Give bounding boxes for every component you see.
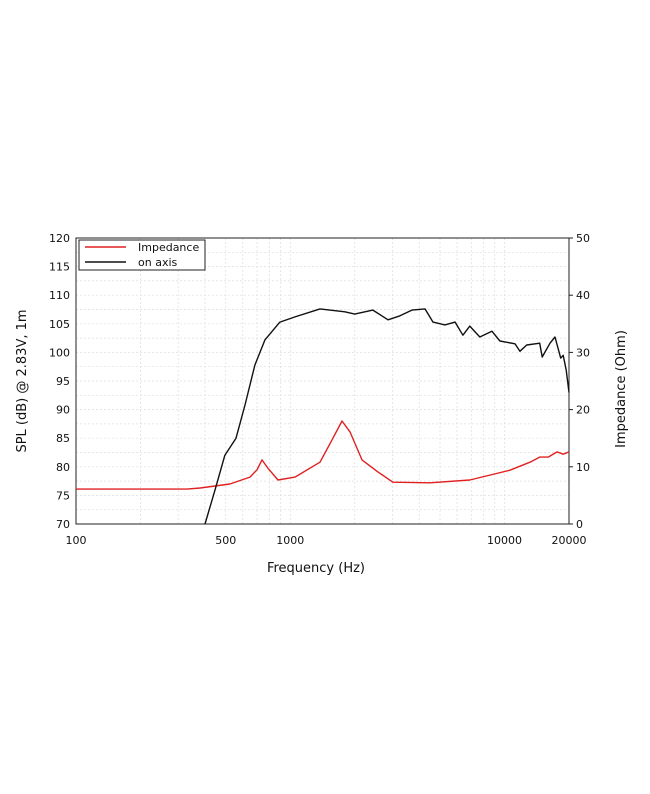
y2-tick-label: 0: [576, 518, 583, 531]
x-tick-label: 20000: [552, 534, 587, 547]
plot-frame: [75, 237, 570, 525]
y-tick-label: 90: [56, 404, 70, 417]
y-tick-label: 105: [49, 318, 70, 331]
y-tick-label: 100: [49, 346, 70, 359]
legend-label-impedance: Impedance: [138, 241, 199, 254]
y-tick-label: 80: [56, 461, 70, 474]
ticks: 100 500 1000 10000 2000070758085909510010511…: [49, 232, 590, 547]
legend-box: [78, 239, 206, 271]
y-axis-label: SPL (dB) @ 2.83V, 1m: [15, 309, 30, 452]
y2-tick-label: 10: [576, 461, 590, 474]
legend: Impedance on axis: [78, 239, 206, 271]
y-tick-label: 95: [56, 375, 70, 388]
series-line-on-axis: [204, 308, 570, 525]
y-tick-label: 115: [49, 261, 70, 274]
x-tick-label: 1000: [276, 534, 304, 547]
y2-tick-label: 50: [576, 232, 590, 245]
legend-label-on-axis: on axis: [138, 256, 178, 269]
x-axis-label: Frequency (Hz): [267, 561, 365, 576]
y2-axis-label: Impedance (Ohm): [614, 330, 629, 448]
series-line-impedance: [76, 420, 570, 490]
y2-tick-label: 20: [576, 404, 590, 417]
y-tick-label: 110: [49, 289, 70, 302]
series-group: [76, 308, 570, 525]
grid: [76, 238, 569, 524]
x-tick-label: 10000: [487, 534, 522, 547]
y-tick-label: 85: [56, 432, 70, 445]
y2-tick-label: 30: [576, 346, 590, 359]
x-tick-label: 100: [66, 534, 87, 547]
y-tick-label: 120: [49, 232, 70, 245]
x-tick-label: 500: [215, 534, 236, 547]
y-tick-label: 75: [56, 489, 70, 502]
y-tick-label: 70: [56, 518, 70, 531]
y2-tick-label: 40: [576, 289, 590, 302]
